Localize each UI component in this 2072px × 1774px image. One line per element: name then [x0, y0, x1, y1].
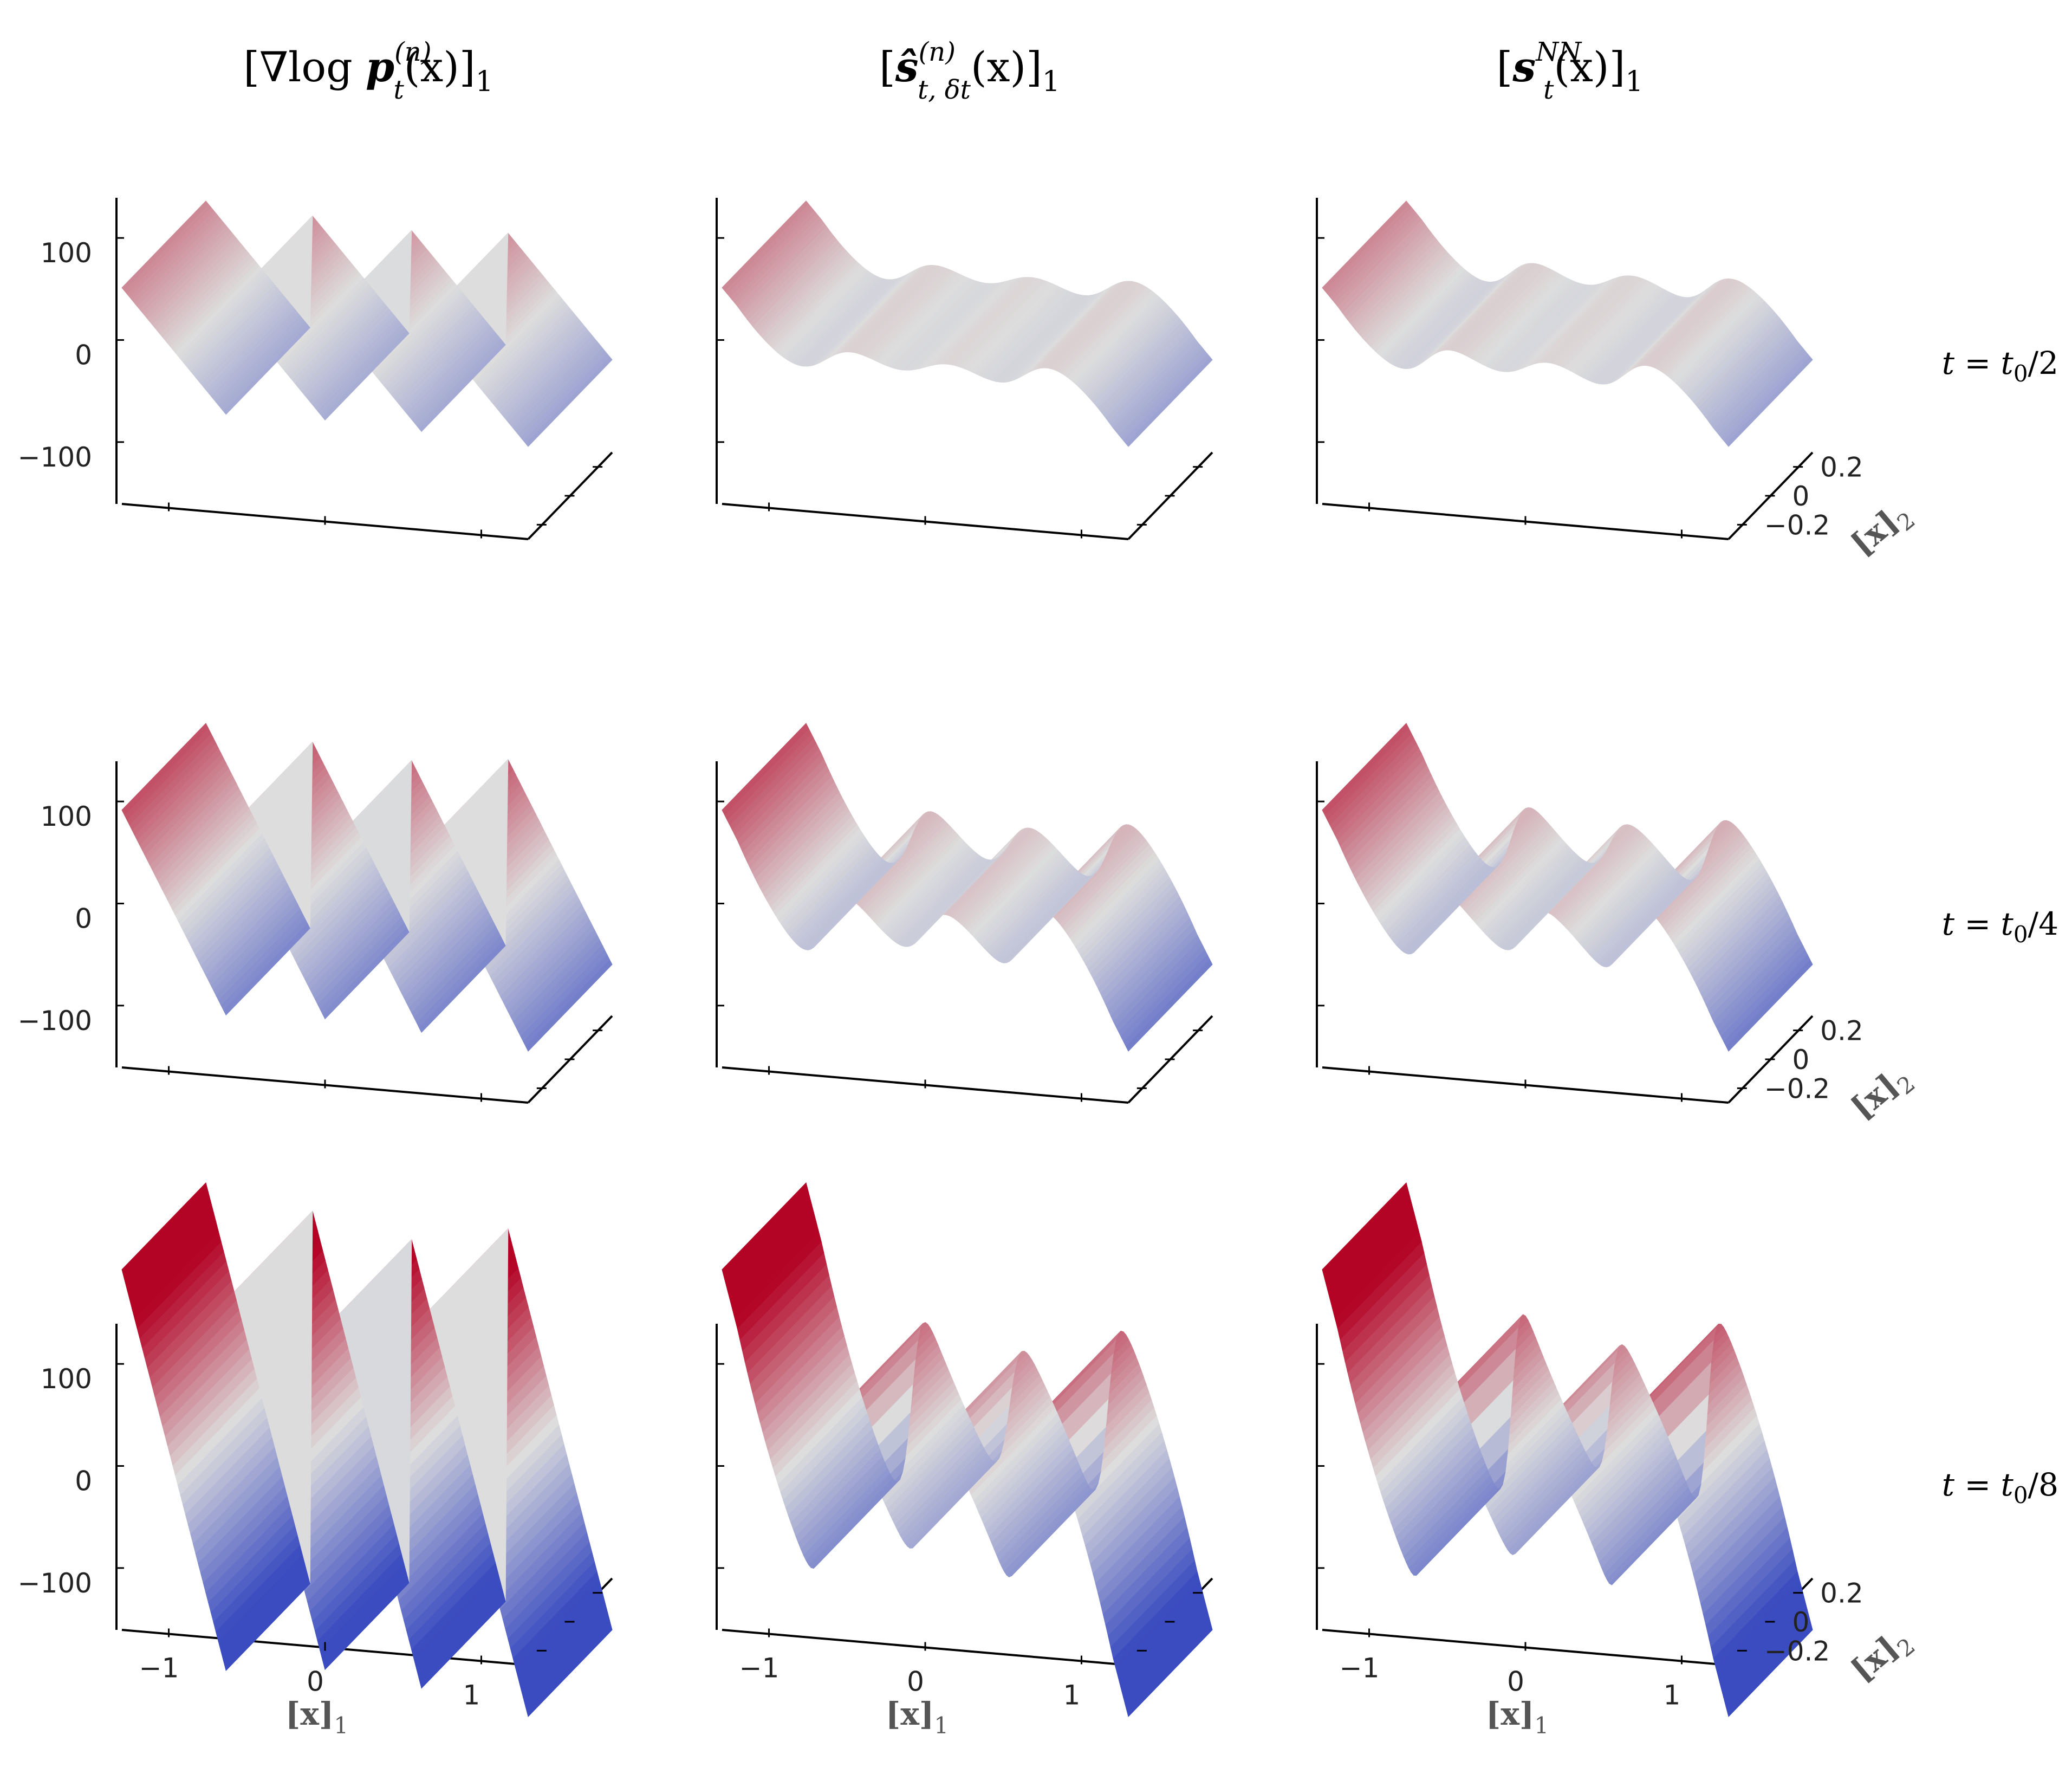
x2-axis-label: [x]2: [1844, 494, 1920, 567]
surface: [722, 723, 1213, 1052]
x2-tick-label: 0: [1792, 481, 1810, 512]
column-title-3: [sNN t(x)]1: [1497, 37, 1644, 105]
panel-r1-c1: 100 0 −100: [18, 198, 613, 540]
panel-r1-c3: 0.2 0−0.2 [x]2: [1316, 198, 1920, 567]
row-label-1: t = t0/2: [1942, 345, 2058, 387]
surface-strip: [121, 1182, 209, 1280]
x1-axis-label: [x]1: [285, 1695, 348, 1739]
x2-tick-label: 0: [1792, 1607, 1810, 1638]
panel-r2-c1: 100 0 −100: [18, 723, 613, 1104]
x1-tick-label: −1: [139, 1653, 179, 1684]
x2-tick-label: −0.2: [1764, 1635, 1830, 1667]
x2-tick-label: 0.2: [1820, 1578, 1863, 1609]
row-labels: t = t0/2 t = t0/4 t = t0/8: [1942, 345, 2058, 1508]
panel-r1-c2: [716, 198, 1213, 540]
column-title-1: [∇log p(n) t(x)]1: [243, 37, 493, 105]
panel-r3-c3: −1 0 10.20−0.2[x]1[x]2: [1316, 1182, 1920, 1739]
z-tick-label: 100: [41, 237, 92, 269]
x2-axis-label: [x]2: [1844, 1057, 1920, 1131]
surface: [121, 200, 613, 447]
surface: [1322, 1182, 1813, 1717]
surface: [1322, 723, 1813, 1052]
surface: [722, 1182, 1213, 1717]
x1-tick-label: −1: [739, 1653, 780, 1684]
surface-strip: [121, 723, 209, 816]
x1-tick-label: 0: [307, 1666, 324, 1698]
z-tick-label: −100: [18, 442, 92, 473]
x1-axis-label: [x]1: [886, 1695, 949, 1739]
x2-tick-label: −0.2: [1764, 509, 1830, 541]
x2-axis-label: [x]2: [1844, 1620, 1920, 1693]
x1-tick-label: 1: [1063, 1680, 1081, 1711]
column-titles: [∇log p(n) t(x)]1 [ŝ(n) t, δt(x)]1 [sNN t(x)]…: [243, 37, 1643, 105]
z-tick-label: −100: [18, 1568, 92, 1599]
x2-tick-label: −0.2: [1764, 1073, 1830, 1104]
z-tick-label: 0: [75, 903, 92, 935]
x2-tick-label: 0: [1792, 1044, 1810, 1076]
x1-tick-label: 1: [463, 1680, 480, 1711]
x1-tick-label: 1: [1664, 1680, 1681, 1711]
row-label-3: t = t0/8: [1942, 1466, 2058, 1508]
x2-tick-label: 0.2: [1820, 1015, 1863, 1047]
z-tick-label: 100: [41, 1363, 92, 1395]
surface-strip: [1322, 723, 1410, 816]
surface-strip: [1322, 200, 1410, 292]
surface-strip: [1322, 1182, 1410, 1280]
z-tick-label: 0: [75, 1466, 92, 1497]
z-tick-label: −100: [18, 1005, 92, 1037]
surface: [722, 200, 1213, 447]
surface: [1322, 200, 1813, 447]
panel-r3-c1: 100 0 −100 −1 0 1 [x]1: [18, 1182, 613, 1739]
surface-strip: [722, 200, 809, 292]
x1-tick-label: 0: [907, 1666, 924, 1698]
surface-strip: [722, 723, 809, 816]
x1-tick-label: −1: [1340, 1653, 1380, 1684]
surface: [121, 723, 613, 1052]
surface-strip: [121, 200, 209, 292]
row-label-2: t = t0/4: [1942, 905, 2058, 948]
column-title-2: [ŝ(n) t, δt(x)]1: [879, 37, 1060, 105]
panel-r3-c2: −1 0 1 [x]1: [716, 1182, 1213, 1739]
panel-r2-c3: 0.2 0−0.2 [x]2: [1316, 723, 1920, 1131]
z-tick-label: 0: [75, 340, 92, 371]
x1-tick-label: 0: [1507, 1666, 1524, 1698]
panel-r2-c2: [716, 723, 1213, 1104]
surface: [121, 1182, 613, 1717]
x2-tick-label: 0.2: [1820, 452, 1863, 483]
z-tick-label: 100: [41, 801, 92, 832]
surface-strip: [722, 1182, 809, 1280]
x1-axis-label: [x]1: [1486, 1695, 1549, 1739]
